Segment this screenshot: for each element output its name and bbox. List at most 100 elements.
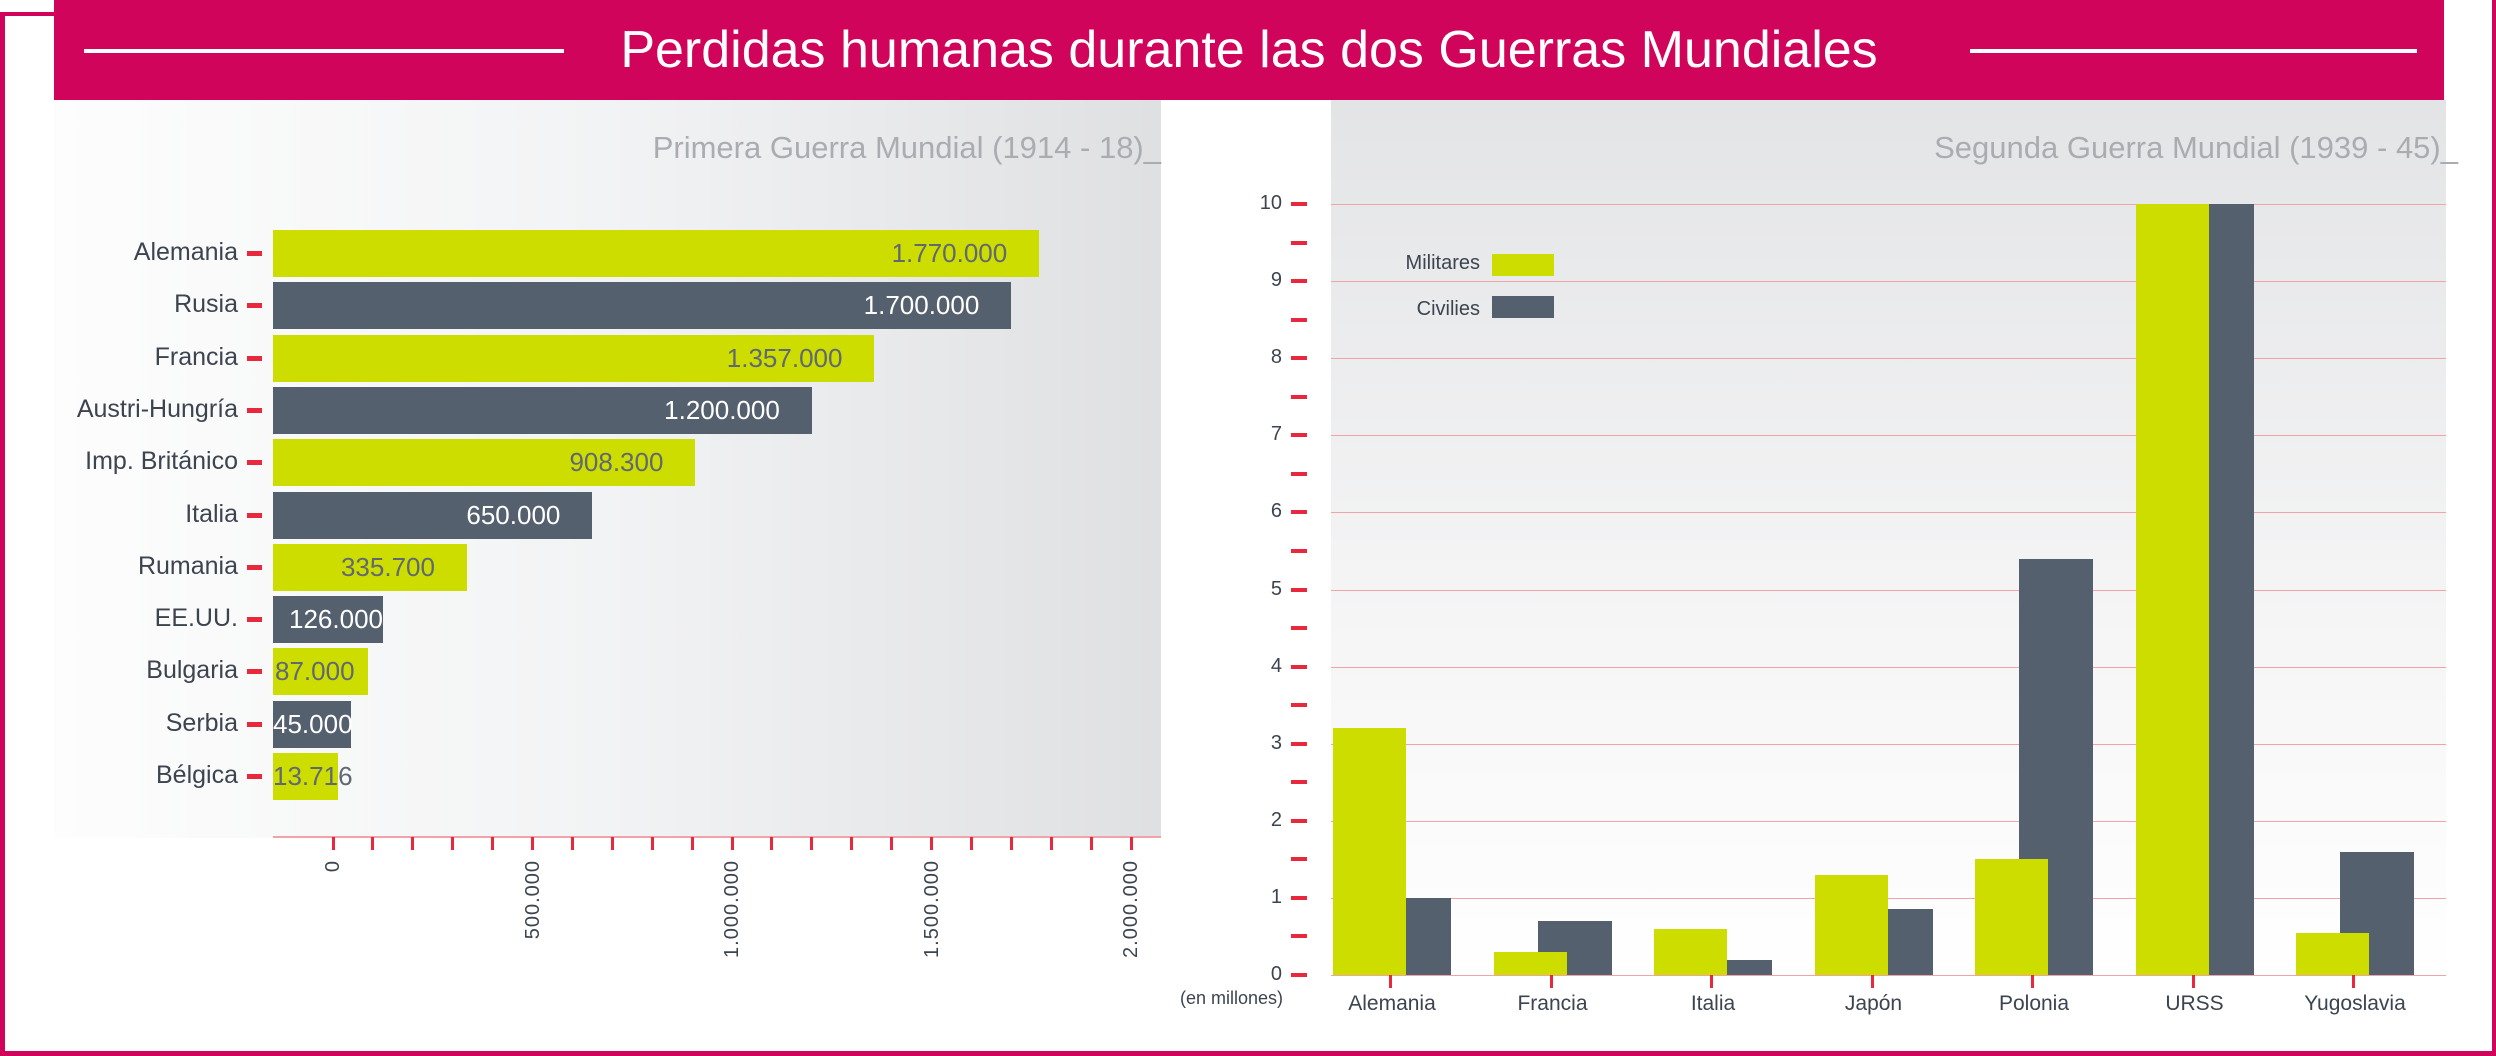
bar [273,753,339,800]
bar-value-label: 1.357.000 [726,342,843,373]
x-tick [770,837,774,850]
header-banner: Perdidas humanas durante las dos Guerras… [54,0,2444,100]
y-tick-label: 8 [1270,346,1282,369]
legend-swatch-militares [1492,254,1554,276]
bar [273,700,351,748]
category-label: Francia [1517,992,1588,1015]
y-tick-label: 7 [1270,423,1282,446]
bar-value-label: 908.300 [569,447,664,478]
x-tick [610,837,614,850]
bar-militares [1333,728,1406,975]
category-tick [247,564,262,570]
y-tick [1291,664,1307,669]
frame-border-bottom [0,1051,2496,1056]
bar-value-label: 126.000 [289,604,383,635]
bar-value-label: 1.200.000 [664,394,780,425]
x-tick [810,837,814,850]
gridline [1331,975,2446,976]
x-tick [411,837,415,850]
x-tick [2031,975,2034,988]
bar-value-label: 335.700 [340,551,435,582]
y-tick [1291,394,1307,399]
category-label: EE.UU. [154,604,238,633]
category-tick [247,774,262,779]
category-tick [247,669,262,675]
header-line-left [84,49,564,53]
y-tick [1291,317,1307,322]
gridline [1331,281,2446,283]
gridline [1331,435,2446,437]
y-tick [1291,934,1307,939]
category-label: Imp. Británico [85,447,238,476]
bar [273,648,368,696]
x-tick [690,837,694,850]
gridline [1331,743,2446,745]
y-tick [1291,510,1307,515]
x-tick [969,837,973,850]
y-tick [1291,973,1307,977]
x-tick [570,837,574,850]
y-tick [1291,587,1307,592]
gridline [1331,897,2446,899]
y-tick [1291,356,1307,361]
y-tick-label: 5 [1270,577,1282,600]
category-label: Rumania [137,551,238,580]
bar-value-label: 87.000 [275,656,355,687]
y-tick [1291,818,1307,823]
y-tick-label: 9 [1270,269,1282,292]
category-label: Yugoslavia [2304,992,2406,1015]
y-tick-label: 10 [1259,192,1282,214]
ww2-y-unit-label: (en millones) [1180,988,1284,1008]
y-tick [1291,741,1307,746]
x-tick [2191,975,2195,988]
frame-border-left [0,12,5,1056]
y-tick [1291,279,1307,284]
y-tick-label: 3 [1270,731,1282,754]
frame-border-top [0,12,60,16]
y-tick-label: 6 [1270,500,1282,523]
bar-value-label: 650.000 [466,499,561,530]
bar [273,596,384,644]
category-label: Rusia [174,290,238,319]
ww2-chart-panel [1331,100,2446,975]
legend-label-civilies: Civilies [1416,298,1480,320]
ww2-chart-title: Segunda Guerra Mundial (1939 - 45)_ [1934,130,2458,165]
x-tick [930,837,933,850]
y-tick [1291,857,1307,862]
x-tick [730,837,734,850]
category-label: Francia [154,342,238,371]
category-tick [247,251,262,256]
category-tick [247,512,262,518]
category-label: Bulgaria [146,656,238,685]
y-tick [1291,548,1307,553]
bar-militares [2296,932,2369,975]
bar-militares [1654,928,1727,975]
x-tick [1549,975,1553,988]
category-tick [247,355,262,361]
bar-value-label: 1.770.000 [891,238,1008,268]
header-line-right [1970,49,2417,53]
x-tick [1710,975,1713,988]
y-tick [1291,703,1307,708]
x-tick [491,837,495,850]
category-label: Alemania [1348,992,1436,1015]
bar-militares [1975,859,2048,975]
x-tick-label: 0 [322,860,344,873]
y-tick-label: 1 [1270,885,1282,908]
category-label: Austri-Hungría [76,394,238,423]
x-tick [850,837,854,850]
bar [273,439,696,487]
x-tick [650,837,654,850]
category-label: Italia [1690,992,1736,1015]
y-tick [1291,202,1307,206]
x-tick [1089,837,1093,850]
x-tick [531,837,534,850]
y-tick [1291,471,1307,476]
y-tick-label: 4 [1270,654,1282,677]
category-label: Polonia [1998,992,2070,1015]
category-label: Bélgica [156,761,238,789]
y-tick-label: 0 [1270,963,1282,985]
category-tick [247,460,262,466]
gridline [1331,666,2446,668]
y-tick [1291,780,1307,785]
